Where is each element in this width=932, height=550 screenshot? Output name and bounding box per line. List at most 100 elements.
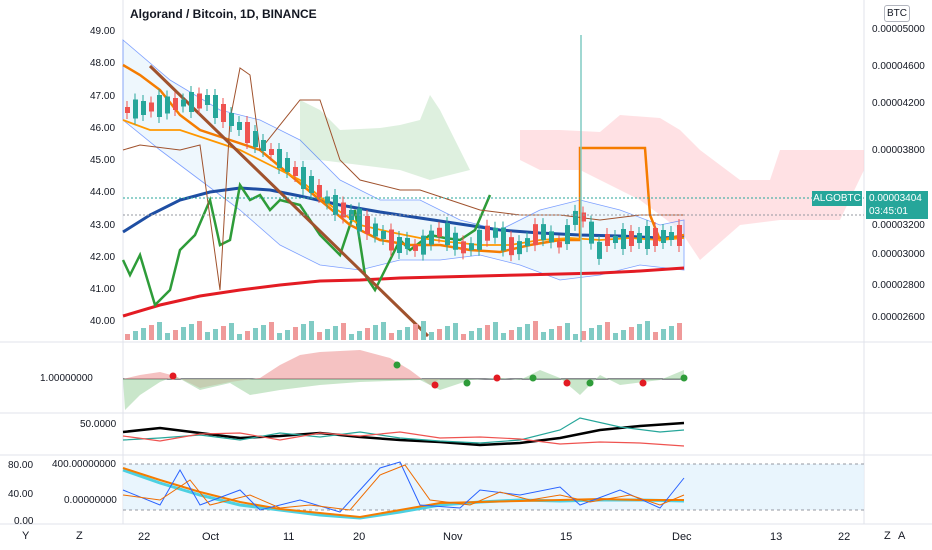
zoom-button-left[interactable]: Z — [76, 530, 83, 542]
pane4-left-label: 80.00 — [8, 460, 34, 471]
currency-badge[interactable]: BTC — [884, 5, 910, 22]
volume-bar — [669, 326, 674, 340]
zoom-button-right[interactable]: Z — [884, 530, 891, 542]
chart-title: Algorand / Bitcoin, 1D, BINANCE — [130, 7, 317, 21]
candle-body — [181, 99, 186, 107]
right-axis-label: 0.00002800 — [872, 280, 925, 291]
left-axis-label: 47.00 — [90, 91, 116, 102]
volume-bar — [213, 329, 218, 340]
volume-bar — [333, 326, 338, 340]
candle-body — [509, 237, 514, 256]
auto-scale-button[interactable]: A — [898, 530, 906, 542]
pane4-right-label: 0.00000000 — [64, 495, 117, 506]
candle-body — [157, 95, 162, 117]
candle-body — [309, 176, 314, 193]
volume-bar — [373, 325, 378, 340]
candle-body — [285, 158, 290, 172]
right-axis-label: 0.00004600 — [872, 61, 925, 72]
candle-body — [189, 92, 194, 112]
time-label: 20 — [353, 531, 366, 543]
left-axis-label: 49.00 — [90, 26, 116, 37]
volume-bar — [613, 333, 618, 340]
volume-bar — [149, 325, 154, 340]
candle-body — [253, 131, 258, 147]
pane4-left-label: 0.00 — [14, 516, 34, 527]
candle-body — [661, 230, 666, 243]
current-price: 0.00003404 — [869, 193, 922, 204]
right-axis-label: 0.00003200 — [872, 220, 925, 231]
volume-bar — [541, 332, 546, 340]
right-axis-label: 0.00004200 — [872, 98, 925, 109]
candle-body — [613, 236, 618, 243]
candle-body — [237, 122, 242, 130]
candle-body — [493, 227, 498, 238]
candle-body — [373, 223, 378, 237]
volume-bar — [173, 330, 178, 340]
time-label: 22 — [138, 531, 151, 543]
candle-body — [677, 225, 682, 246]
pane-2-oscillator — [123, 350, 688, 410]
volume-bar — [453, 323, 458, 340]
volume-bar — [349, 334, 354, 340]
candle-body — [197, 93, 202, 109]
volume-bar — [357, 331, 362, 340]
volume-bar — [261, 325, 266, 340]
candle-body — [549, 231, 554, 243]
candle-body — [533, 224, 538, 246]
volume-bar — [221, 326, 226, 340]
pane4-right-label: 400.00000000 — [52, 459, 116, 470]
volume-bar — [229, 323, 234, 340]
volume-bar — [277, 333, 282, 340]
pane2-axis-label: 1.00000000 — [40, 373, 93, 384]
volume-bar — [621, 330, 626, 340]
candle-body — [557, 241, 562, 248]
candle-body — [357, 208, 362, 232]
candle-body — [637, 233, 642, 243]
candle-body — [573, 210, 578, 225]
volume-bar — [645, 321, 650, 340]
pane-3-dmi — [122, 417, 685, 447]
volume-bar — [477, 328, 482, 340]
candle-body — [277, 149, 282, 168]
pane4-left-label: 40.00 — [8, 489, 34, 500]
volume-bar — [421, 321, 426, 340]
volume-bar — [181, 327, 186, 340]
candle-body — [397, 237, 402, 253]
volume-bar — [165, 333, 170, 340]
candle-body — [405, 237, 410, 249]
volume-bar — [533, 321, 538, 340]
candle-body — [429, 230, 434, 245]
volume-bar — [429, 332, 434, 340]
pane3-axis-label: 50.0000 — [80, 419, 117, 430]
volume-bars — [125, 321, 682, 340]
candle-body — [381, 231, 386, 239]
bollinger-band — [122, 39, 685, 281]
volume-bar — [381, 322, 386, 340]
y-axis-button[interactable]: Y — [22, 530, 30, 542]
volume-bar — [461, 334, 466, 340]
left-axis-label: 41.00 — [90, 284, 116, 295]
left-axis-label: 40.00 — [90, 316, 116, 327]
candle-body — [605, 234, 610, 246]
candle-body — [245, 122, 250, 143]
volume-bar — [125, 334, 130, 340]
candle-body — [317, 185, 322, 197]
candle-body — [333, 195, 338, 215]
volume-bar — [365, 328, 370, 340]
candle-body — [165, 96, 170, 114]
volume-bar — [565, 323, 570, 340]
volume-bar — [293, 327, 298, 340]
candle-body — [325, 196, 330, 204]
candle-body — [133, 99, 138, 119]
candle-body — [229, 113, 234, 126]
volume-bar — [269, 322, 274, 340]
candle-body — [565, 225, 570, 245]
candle-body — [205, 95, 210, 105]
volume-bar — [469, 331, 474, 340]
candle-body — [485, 225, 490, 241]
volume-bar — [317, 332, 322, 340]
time-label: 22 — [838, 531, 851, 543]
candle-body — [365, 216, 370, 234]
volume-bar — [637, 324, 642, 340]
